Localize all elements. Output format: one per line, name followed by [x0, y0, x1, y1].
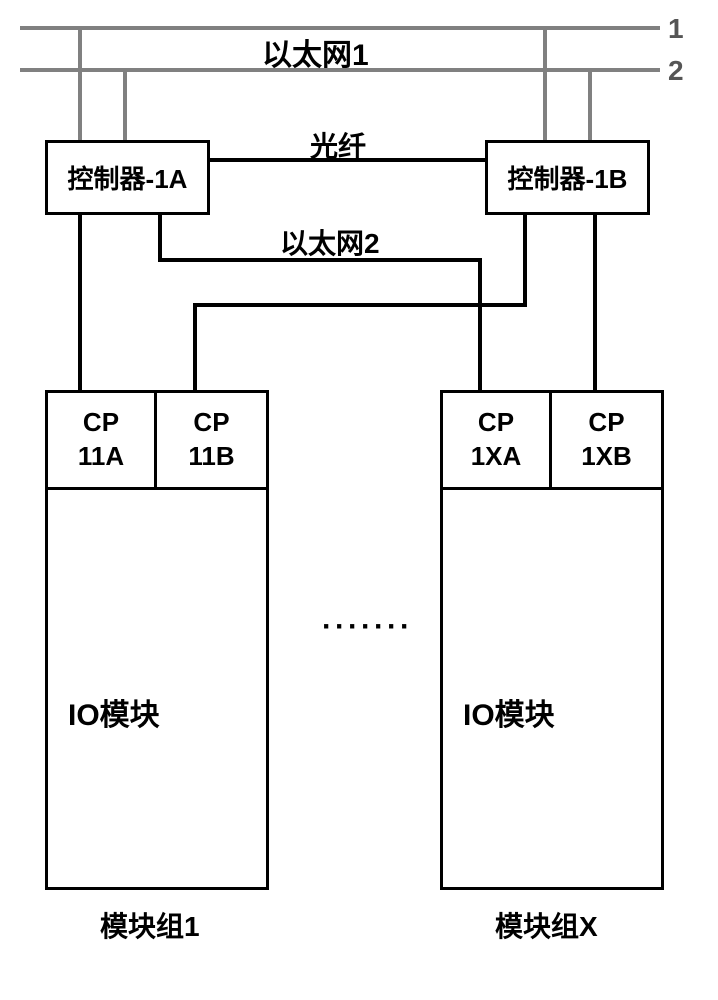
fiber-label: 光纤 [310, 125, 366, 165]
module-group-x-label: 模块组X [495, 905, 598, 945]
module-group-1: CP 11A CP 11B IO模块 [45, 390, 270, 890]
diagram-root: 1 2 以太网1 控制器-1A 控制器-1B 光纤 以太网2 CP 11A CP… [0, 0, 718, 1000]
io-module-x-label: IO模块 [463, 690, 555, 734]
ethernet2-label: 以太网2 [280, 222, 380, 262]
ellipsis: ······· [322, 610, 413, 644]
module-group-1-label: 模块组1 [100, 905, 200, 945]
ethernet1-label: 以太网1 [262, 30, 369, 74]
bus2-number: 2 [668, 55, 684, 87]
bus1-number: 1 [668, 13, 684, 45]
cp-11a-label: CP 11A [78, 406, 124, 474]
cp-11b: CP 11B [157, 390, 269, 490]
io-module-1: IO模块 [45, 490, 269, 890]
cp-1xb: CP 1XB [552, 390, 664, 490]
cp-11a: CP 11A [45, 390, 157, 490]
controller-1a-label: 控制器-1A [68, 159, 188, 196]
io-module-1-label: IO模块 [68, 690, 160, 734]
cp-1xa: CP 1XA [440, 390, 552, 490]
cp-1xa-label: CP 1XA [471, 406, 522, 474]
controller-1a: 控制器-1A [45, 140, 210, 215]
module-group-x: CP 1XA CP 1XB IO模块 [440, 390, 665, 890]
cp-11b-label: CP 11B [188, 406, 234, 474]
controller-1b-label: 控制器-1B [508, 159, 628, 196]
io-module-x: IO模块 [440, 490, 664, 890]
cp-1xb-label: CP 1XB [581, 406, 632, 474]
controller-1b: 控制器-1B [485, 140, 650, 215]
